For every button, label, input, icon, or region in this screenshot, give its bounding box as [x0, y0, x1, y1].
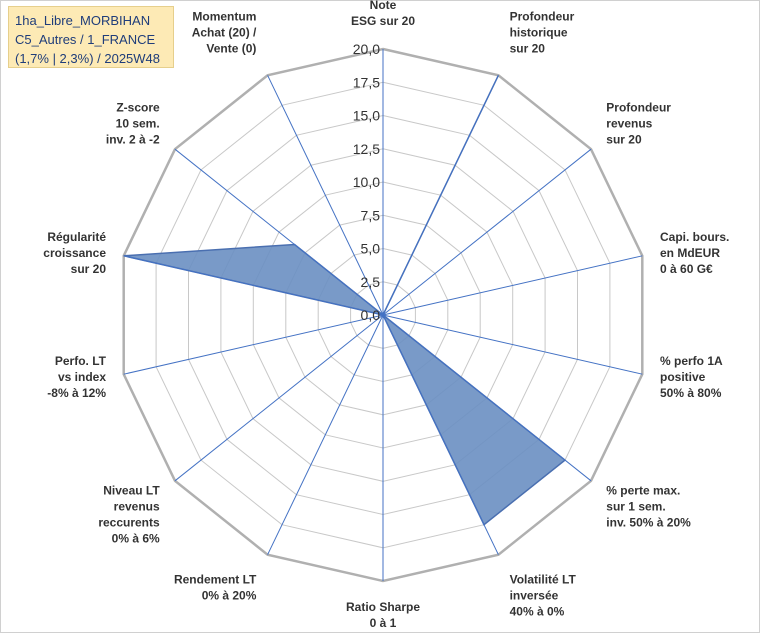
axis-label: Note ESG sur 20	[351, 0, 415, 28]
title-line-2: C5_Autres / 1_FRANCE	[15, 32, 156, 47]
axis-spoke	[382, 255, 643, 316]
radar-axis-labels: Note ESG sur 20 Profondeur historique sur 20…	[43, 0, 729, 630]
axis-label: Momentum Achat (20) / Vente (0)	[192, 10, 257, 56]
axis-spoke	[382, 314, 643, 375]
axis-label: Régularité croissance sur 20	[43, 230, 106, 276]
axis-label: Profondeur revenus sur 20	[606, 101, 671, 147]
tick-label: 20,0	[353, 41, 380, 57]
axis-label: Ratio Sharpe 0 à 1	[346, 600, 420, 630]
tick-label: 0,0	[361, 307, 381, 323]
axis-label: Rendement LT 0% à 20%	[174, 573, 257, 603]
tick-label: 7,5	[361, 207, 381, 223]
axis-spoke	[123, 255, 384, 316]
axis-spoke	[123, 314, 384, 375]
axis-spoke	[382, 314, 592, 482]
axis-spoke	[174, 314, 384, 482]
radar-tick-labels: 0,0 2,5 5,0 7,5 10,0 12,5 15,0 17,5 20,0	[353, 41, 380, 323]
axis-label: Perfo. LT vs index -8% à 12%	[47, 354, 106, 400]
tick-label: 17,5	[353, 74, 380, 90]
axis-label: % perfo 1A positive 50% à 80%	[660, 354, 723, 400]
title-box: 1ha_Libre_MORBIHAN C5_Autres / 1_FRANCE …	[8, 6, 174, 68]
axis-label: Z-score 10 sem. inv. 2 à -2	[106, 101, 160, 147]
axis-label: Capi. bours. en MdEUR 0 à 60 G€	[660, 230, 729, 276]
axis-label: Volatilité LT inversée 40% à 0%	[510, 573, 577, 619]
axis-spoke	[382, 75, 499, 316]
tick-label: 12,5	[353, 141, 380, 157]
radar-series	[123, 74, 567, 526]
axis-label: Niveau LT revenus reccurents 0% à 6%	[98, 483, 160, 545]
tick-label: 15,0	[353, 108, 380, 124]
data-area	[123, 74, 567, 526]
axis-spoke	[382, 148, 592, 316]
tick-label: 10,0	[353, 174, 380, 190]
axis-spoke	[382, 314, 499, 555]
title-line-3: (1,7% | 2,3%) / 2025W48	[15, 51, 161, 66]
tick-label: 2,5	[361, 274, 381, 290]
axis-label: Profondeur historique sur 20	[510, 10, 575, 56]
tick-label: 5,0	[361, 241, 381, 257]
axis-label: % perte max. sur 1 sem. inv. 50% à 20%	[606, 483, 691, 529]
axis-spoke	[267, 75, 384, 316]
axis-spoke	[267, 314, 384, 555]
axis-spoke	[174, 148, 384, 316]
radar-spokes	[123, 49, 643, 581]
title-line-1: 1ha_Libre_MORBIHAN	[15, 13, 151, 28]
